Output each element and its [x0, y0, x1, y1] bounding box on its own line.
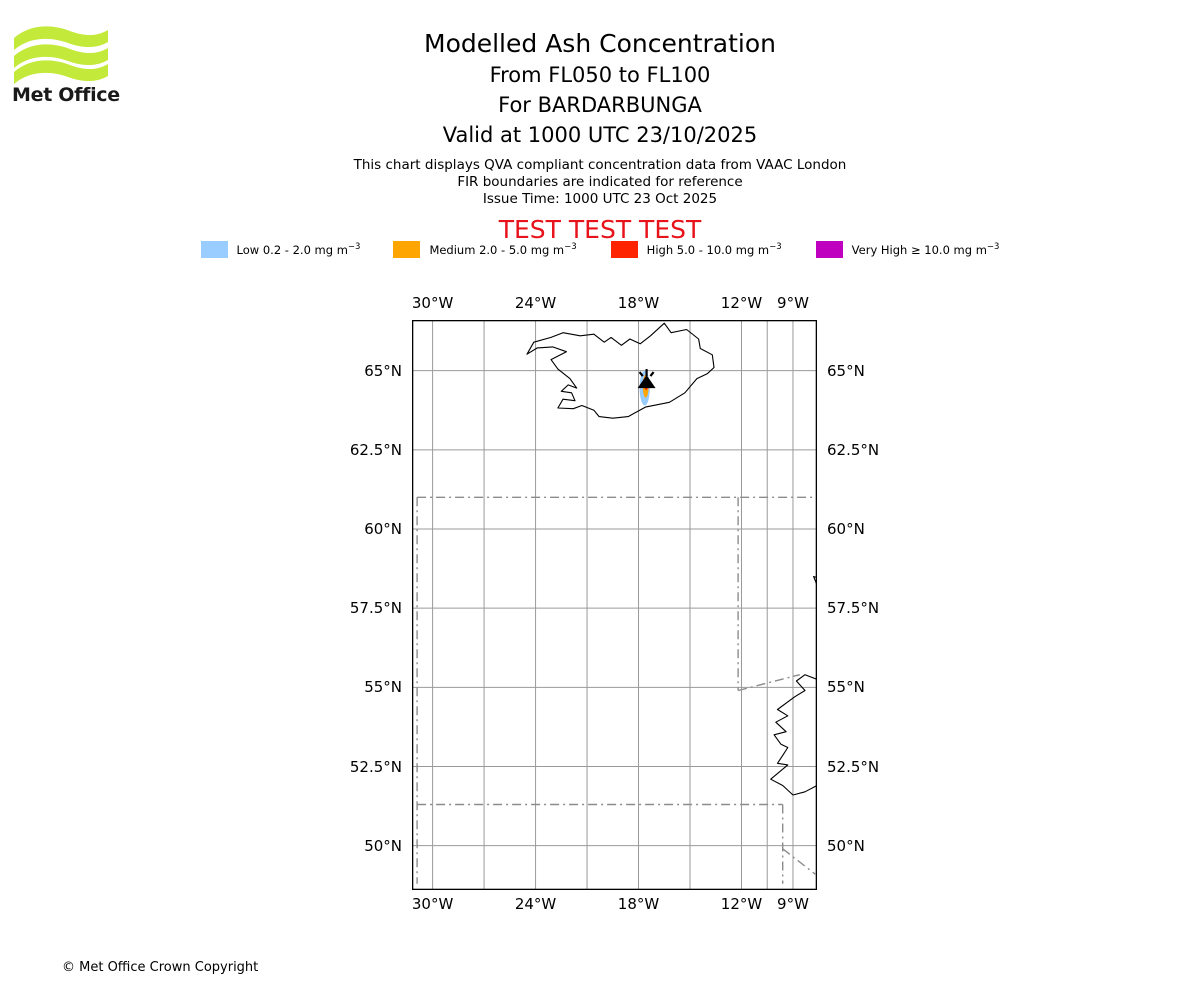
lat-tick-62.5°N-right: 62.5°N: [827, 440, 880, 459]
lon-tick-18°W-top: 18°W: [617, 294, 660, 312]
ash-concentration-map: [412, 320, 817, 890]
legend-label-medium: Medium 2.0 - 5.0 mg m−3: [429, 242, 577, 257]
volcano-marker: [637, 369, 656, 389]
legend-item-medium: Medium 2.0 - 5.0 mg m−3: [393, 241, 577, 258]
legend-item-high: High 5.0 - 10.0 mg m−3: [610, 241, 782, 258]
title-flight-levels: From FL050 to FL100: [489, 63, 711, 87]
legend-swatch-low: [200, 241, 228, 258]
lat-tick-52.5°N-right: 52.5°N: [827, 757, 880, 776]
lat-tick-57.5°N-left: 57.5°N: [349, 599, 402, 618]
legend-swatch-medium: [393, 241, 421, 258]
lat-tick-65°N-left: 65°N: [364, 361, 402, 380]
page-title: Modelled Ash Concentration From FL050 to…: [0, 28, 1200, 150]
concentration-legend: Low 0.2 - 2.0 mg m−3 Medium 2.0 - 5.0 mg…: [0, 241, 1200, 258]
met-office-wordmark: Met Office: [12, 84, 120, 106]
title-valid-time: Valid at 1000 UTC 23/10/2025: [442, 123, 758, 147]
lat-tick-50°N-left: 50°N: [364, 836, 402, 855]
subtitle-block: This chart displays QVA compliant concen…: [0, 157, 1200, 208]
lon-tick-9°W-bottom: 9°W: [777, 895, 809, 913]
lon-tick-12°W-bottom: 12°W: [720, 895, 763, 913]
lon-tick-24°W-top: 24°W: [514, 294, 557, 312]
legend-swatch-very-high: [815, 241, 843, 258]
subtitle-qva: This chart displays QVA compliant concen…: [353, 157, 847, 173]
legend-label-high: High 5.0 - 10.0 mg m−3: [646, 242, 782, 257]
map-gridlines: [412, 320, 817, 890]
test-banner: TEST TEST TEST: [498, 215, 702, 244]
lat-tick-50°N-right: 50°N: [827, 836, 865, 855]
lon-tick-30°W-bottom: 30°W: [411, 895, 454, 913]
fir-boundary-layer: [416, 496, 816, 884]
lat-tick-57.5°N-right: 57.5°N: [827, 599, 880, 618]
lat-tick-52.5°N-left: 52.5°N: [349, 757, 402, 776]
legend-item-very-high: Very High ≥ 10.0 mg m−3: [815, 241, 1000, 258]
copyright-notice: © Met Office Crown Copyright: [62, 960, 259, 975]
title-volcano: For BARDARBUNGA: [498, 93, 702, 117]
met-office-wave-mark: [14, 26, 108, 84]
lat-tick-60°N-right: 60°N: [827, 520, 865, 538]
lat-tick-60°N-left: 60°N: [364, 520, 402, 538]
legend-label-very-high: Very High ≥ 10.0 mg m−3: [851, 242, 1000, 257]
subtitle-issue-time: Issue Time: 1000 UTC 23 Oct 2025: [482, 191, 718, 207]
legend-label-low: Low 0.2 - 2.0 mg m−3: [236, 242, 361, 257]
met-office-logo: Met Office: [12, 22, 132, 112]
subtitle-fir: FIR boundaries are indicated for referen…: [457, 174, 743, 190]
legend-swatch-high: [610, 241, 638, 258]
lon-tick-30°W-top: 30°W: [411, 294, 454, 312]
lon-tick-12°W-top: 12°W: [720, 294, 763, 312]
coastline-layer: [526, 322, 817, 796]
lon-tick-18°W-bottom: 18°W: [617, 895, 660, 913]
lon-tick-9°W-top: 9°W: [777, 294, 809, 312]
ash-plume-layer: [639, 370, 650, 406]
map-svg: [412, 320, 817, 890]
lat-tick-65°N-right: 65°N: [827, 361, 865, 380]
lat-tick-55°N-right: 55°N: [827, 678, 865, 697]
lat-tick-62.5°N-left: 62.5°N: [349, 440, 402, 459]
lon-tick-24°W-bottom: 24°W: [514, 895, 557, 913]
legend-item-low: Low 0.2 - 2.0 mg m−3: [200, 241, 361, 258]
lat-tick-55°N-left: 55°N: [364, 678, 402, 697]
title-main: Modelled Ash Concentration: [424, 29, 776, 58]
